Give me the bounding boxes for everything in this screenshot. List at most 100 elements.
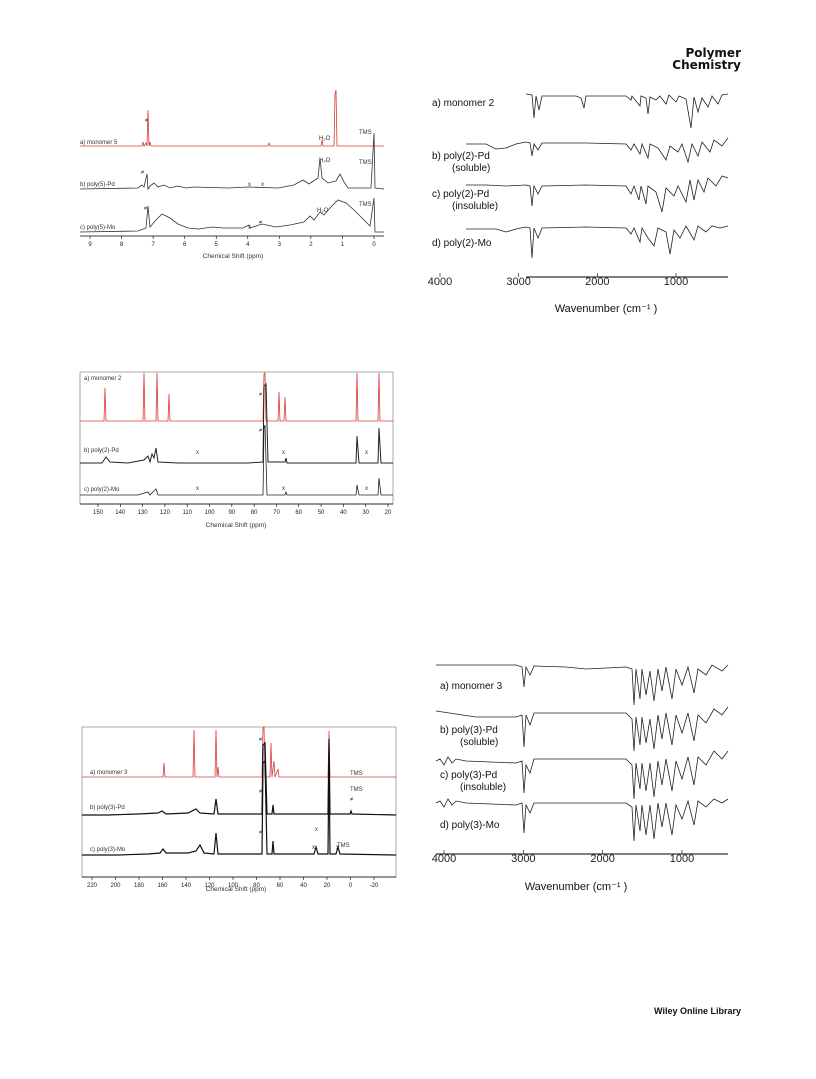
c13-2-tick-label: 30	[362, 510, 369, 516]
axis-title: Chemical Shift (ppm)	[203, 253, 264, 260]
c13-2-annotations: ≠ ≠ x x x x x x	[196, 392, 368, 492]
ir2-axis-title: Wavenumber (cm⁻¹ )	[555, 303, 658, 315]
trace-a-monomer-5	[80, 89, 384, 147]
svg-text:x: x	[336, 845, 339, 851]
ir3-trace-d	[435, 798, 729, 842]
c13-2-tick-label: 70	[273, 510, 280, 516]
figure-h1-nmr-monomer-5: 9 8 7 6 5 4 3 2 1 0 a) monomer 5 b) poly(5)-Pd c)…	[79, 89, 385, 260]
h1-tick-label: 1	[341, 242, 345, 248]
ir3-tick-label: 3000	[511, 853, 535, 865]
c13-2-tick-label: 60	[295, 510, 302, 516]
ir2-label-d: d) poly(2)-Mo	[432, 238, 492, 249]
svg-text:x: x	[282, 486, 285, 492]
figure-c13-nmr-monomer-3: 220 200 180 160 140 120 100 80 60 40 20 0 -20 a) mon…	[81, 726, 397, 893]
c13-3-trace-a	[82, 726, 396, 778]
h1-tick-label: 8	[120, 242, 124, 248]
ir3-trace-b	[435, 706, 729, 752]
svg-text:TMS: TMS	[350, 787, 363, 793]
svg-text:x: x	[261, 182, 264, 188]
c13-3-tick-label: 100	[228, 883, 239, 889]
svg-text:x: x	[315, 827, 318, 833]
c13-3-tick-label: 20	[324, 883, 331, 889]
h1-tick-label: 3	[278, 242, 282, 248]
svg-text:≠: ≠	[141, 170, 145, 176]
footer-wiley-online-library: Wiley Online Library	[654, 1006, 741, 1016]
c13-3-tick-label: 0	[349, 883, 353, 889]
ir2-tick-label: 2000	[585, 276, 609, 288]
ir2-tick-label: 3000	[506, 276, 530, 288]
ir3-label-a: a) monomer 3	[440, 681, 503, 692]
plot-frame	[79, 371, 394, 505]
journal-name-line1: Polymer	[685, 46, 741, 60]
svg-text:≠: ≠	[350, 797, 354, 803]
c13-2-tick-label: 20	[385, 510, 392, 516]
trace-label-a: a) monomer 5	[80, 140, 118, 146]
c13-2-tick-label: 140	[115, 510, 126, 516]
svg-text:≠: ≠	[144, 206, 148, 212]
trace-b-poly-5-pd	[79, 132, 385, 191]
svg-text:H₂O: H₂O	[317, 208, 329, 214]
journal-logo: Polymer Chemistry	[672, 47, 741, 71]
c13-2-axis-title: Chemical Shift (ppm)	[206, 522, 267, 529]
ir2-label-a: a) monomer 2	[432, 98, 495, 109]
journal-name-line2: Chemistry	[672, 58, 741, 72]
svg-text:x: x	[248, 225, 251, 231]
c13-2-label-b: b) poly(2)-Pd	[84, 448, 119, 454]
ir2-trace-b	[466, 137, 729, 164]
h1-tick-label: 2	[309, 242, 313, 248]
h1-tick-label: 9	[88, 242, 92, 248]
ir3-tick-label: 1000	[670, 853, 694, 865]
svg-text:≠: ≠	[259, 789, 263, 795]
c13-3-tick-label: -20	[370, 883, 379, 889]
ir2-labels: a) monomer 2 b) poly(2)-Pd (soluble) c) p…	[432, 98, 498, 249]
svg-text:x: x	[365, 450, 368, 456]
c13-3-tick-label: 80	[253, 883, 260, 889]
h1-tick-label: 7	[151, 242, 155, 248]
ir3-trace-a	[436, 664, 729, 706]
axis-frame: 9 8 7 6 5 4 3 2 1 0	[80, 235, 384, 248]
svg-text:TMS: TMS	[359, 202, 372, 208]
ir2-label-c: c) poly(2)-Pd (insoluble)	[432, 189, 498, 212]
ir2-trace-c	[466, 175, 729, 213]
svg-text:x: x	[312, 845, 315, 851]
svg-text:x: x	[282, 450, 285, 456]
c13-3-tick-label: 200	[110, 883, 121, 889]
c13-3-labels: a) monomer 3 b) poly(3)-Pd c) poly(3)-Mo	[90, 770, 128, 853]
c13-2-trace-c	[80, 424, 393, 496]
c13-2-tick-label: 80	[251, 510, 258, 516]
ir3-label-b: b) poly(3)-Pd (soluble)	[440, 725, 498, 748]
svg-text:≠: ≠	[259, 737, 263, 743]
trace-c-poly-5-mo	[79, 197, 384, 233]
c13-3-tick-label: 140	[181, 883, 192, 889]
c13-2-tick-label: 120	[160, 510, 171, 516]
svg-text:≠: ≠	[259, 220, 263, 226]
svg-text:x: x	[365, 486, 368, 492]
c13-2-label-a: a) monomer 2	[84, 376, 122, 382]
c13-2-tick-label: 50	[318, 510, 325, 516]
svg-text:H₂O: H₂O	[319, 136, 331, 142]
ir2-trace-a	[525, 93, 729, 129]
c13-2-tick-label: 110	[182, 510, 192, 516]
ir2-tick-label: 4000	[428, 276, 452, 288]
svg-text:TMS: TMS	[359, 160, 372, 166]
svg-text:≠: ≠	[259, 392, 263, 398]
c13-2-tick-label: 90	[229, 510, 236, 516]
svg-text:TMS: TMS	[359, 130, 372, 136]
c13-3-annotations: TMS TMS ≠ TMS ≠ ≠ ≠ x x x	[259, 737, 363, 851]
c13-3-trace-c	[82, 750, 397, 856]
figure-c13-nmr-monomer-2: 150 140 130 120 110 100 90 80 70 60 50 40 30 20 a) mo…	[79, 371, 394, 529]
c13-3-tick-label: 60	[277, 883, 284, 889]
trace-labels: a) monomer 5 b) poly(5)-Pd c) poly(5)-Mo	[80, 140, 118, 231]
ir2-tick-label: 1000	[664, 276, 688, 288]
ir3-trace-c	[435, 750, 729, 800]
ir2-label-b: b) poly(2)-Pd (soluble)	[432, 151, 490, 174]
figure-ir-monomer-3: 4000 3000 2000 1000 a) monomer 3 b) poly(3)…	[432, 664, 729, 893]
svg-text:≠: ≠	[259, 428, 263, 434]
c13-3-tick-label: 40	[300, 883, 307, 889]
ir3-tick-label: 2000	[590, 853, 614, 865]
h1-tick-label: 0	[372, 242, 376, 248]
svg-text:≠: ≠	[259, 830, 263, 836]
trace-label-c: c) poly(5)-Mo	[80, 225, 116, 231]
c13-2-tick-label: 40	[340, 510, 347, 516]
ir3-tick-label: 4000	[432, 853, 456, 865]
